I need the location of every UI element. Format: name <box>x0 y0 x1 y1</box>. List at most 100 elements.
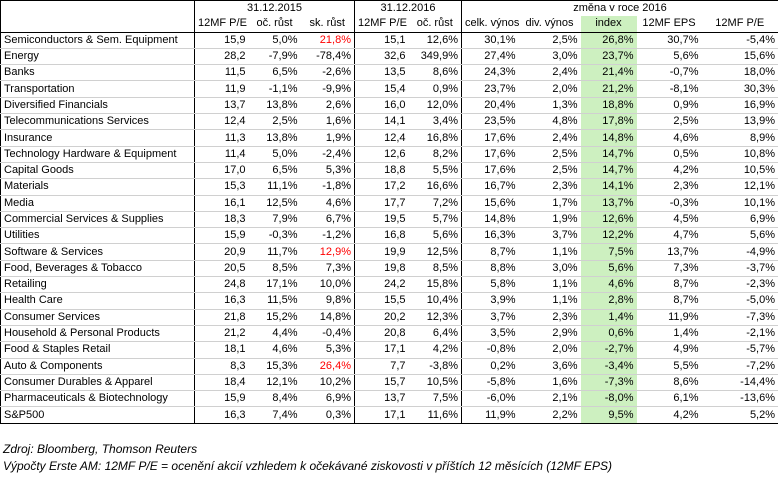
value-cell: 18,8 <box>354 162 409 180</box>
value-cell: 30,3% <box>701 80 778 98</box>
total-row: S&P500 16,3 7,4% 0,3% 17,1 11,6% 11,9% 2,2% 9,5%… <box>0 406 778 424</box>
value-cell: -1,1% <box>248 80 301 98</box>
sector-name: Consumer Durables & Apparel <box>0 374 195 392</box>
group-header-row: 31.12.2015 31.12.2016 změna v roce 2016 <box>0 0 778 17</box>
value-cell: 3,5% <box>461 325 519 343</box>
value-cell: 19,5 <box>354 211 409 229</box>
column-header: 12MF P/E <box>354 16 409 33</box>
value-cell: 0,3% <box>300 406 355 424</box>
value-cell: 24,3% <box>461 64 519 82</box>
corner-cell <box>0 16 195 33</box>
value-cell: 11,9% <box>636 309 702 326</box>
value-cell: 15,3% <box>248 358 301 375</box>
value-cell: 17,0 <box>194 162 249 180</box>
value-cell: 18,1 <box>194 341 249 359</box>
value-cell: 15,6% <box>701 48 778 66</box>
value-cell: 15,5 <box>354 292 409 310</box>
value-cell: 32,6 <box>354 48 409 66</box>
value-cell: -5,7% <box>701 341 778 359</box>
value-cell: -8,0% <box>580 390 637 408</box>
source-note: Zdroj: Bloomberg, Thomson Reuters <box>3 442 198 456</box>
value-cell: 15,7 <box>354 374 409 392</box>
table-row: Insurance 11,3 13,8% 1,9% 12,4 16,8% 17,6% 2,4%… <box>0 129 778 147</box>
sector-name: Insurance <box>0 129 195 147</box>
value-cell: 7,4% <box>248 406 301 424</box>
value-cell: 17,8% <box>580 113 637 131</box>
value-cell: 4,6% <box>248 341 301 359</box>
value-cell: 2,4% <box>518 129 581 147</box>
value-cell: 20,4% <box>461 97 519 115</box>
value-cell: 14,8% <box>461 211 519 229</box>
value-cell: 14,7% <box>580 162 637 180</box>
table-row: Banks 11,5 6,5% -2,6% 13,5 8,6% 24,3% 2,4% 21,4%… <box>0 64 778 82</box>
value-cell: 14,8% <box>580 129 637 147</box>
value-cell: 4,6% <box>580 276 637 294</box>
sector-name: Banks <box>0 64 195 82</box>
value-cell: 0,9% <box>636 97 702 115</box>
group-header-change: změna v roce 2016 <box>461 0 778 17</box>
value-cell: 12,0% <box>408 97 462 115</box>
value-cell: 11,3 <box>194 129 249 147</box>
value-cell: 6,5% <box>248 64 301 82</box>
value-cell: 12,9% <box>300 243 355 261</box>
sector-name: S&P500 <box>0 406 195 424</box>
value-cell: 16,3 <box>194 292 249 310</box>
value-cell: 20,8 <box>354 325 409 343</box>
value-cell: 4,7% <box>636 227 702 245</box>
value-cell: 1,1% <box>518 243 581 261</box>
sector-name: Energy <box>0 48 195 66</box>
value-cell: 8,9% <box>701 129 778 147</box>
value-cell: 7,3% <box>636 260 702 278</box>
value-cell: -1,2% <box>300 227 355 245</box>
value-cell: 4,2% <box>636 406 702 424</box>
value-cell: 2,5% <box>518 146 581 163</box>
value-cell: 5,7% <box>408 211 462 229</box>
value-cell: 14,8% <box>300 309 355 326</box>
value-cell: 13,7% <box>580 195 637 212</box>
value-cell: 14,1 <box>354 113 409 131</box>
value-cell: 12,6 <box>354 146 409 163</box>
value-cell: 0,6% <box>580 325 637 343</box>
value-cell: 2,6% <box>300 97 355 115</box>
sector-name: Food, Beverages & Tobacco <box>0 260 195 278</box>
value-cell: 2,9% <box>518 325 581 343</box>
value-cell: 11,9 <box>194 80 249 98</box>
value-cell: -0,8% <box>461 341 519 359</box>
value-cell: 10,2% <box>300 374 355 392</box>
sector-name: Technology Hardware & Equipment <box>0 146 195 163</box>
table-row: Consumer Services 21,8 15,2% 14,8% 20,2 12,3%… <box>0 309 778 326</box>
value-cell: 11,5% <box>248 292 301 310</box>
value-cell: 6,4% <box>408 325 462 343</box>
value-cell: 1,9% <box>300 129 355 147</box>
value-cell: 14,7% <box>580 146 637 163</box>
value-cell: -7,2% <box>701 358 778 375</box>
value-cell: 21,8 <box>194 309 249 326</box>
sector-name: Utilities <box>0 227 195 245</box>
value-cell: 18,0% <box>701 64 778 82</box>
column-header: 12MF P/E <box>701 16 778 33</box>
sector-name: Software & Services <box>0 243 195 261</box>
value-cell: 16,7% <box>461 178 519 196</box>
value-cell: -8,1% <box>636 80 702 98</box>
sector-name: Household & Personal Products <box>0 325 195 343</box>
value-cell: 8,6% <box>408 64 462 82</box>
sector-name: Pharmaceuticals & Biotechnology <box>0 390 195 408</box>
sector-name: Diversified Financials <box>0 97 195 115</box>
value-cell: 27,4% <box>461 48 519 66</box>
column-header: 12MF EPS <box>636 16 702 33</box>
value-cell: 1,3% <box>518 97 581 115</box>
value-cell: 24,8 <box>194 276 249 294</box>
value-cell: 3,0% <box>518 48 581 66</box>
value-cell: 19,8 <box>354 260 409 278</box>
value-cell: 16,0 <box>354 97 409 115</box>
value-cell: 4,2% <box>636 162 702 180</box>
value-cell: 8,4% <box>248 390 301 408</box>
value-cell: 8,7% <box>636 292 702 310</box>
value-cell: 2,3% <box>518 309 581 326</box>
value-cell: 10,1% <box>701 195 778 212</box>
value-cell: 12,6% <box>408 32 462 49</box>
value-cell: 20,9 <box>194 243 249 261</box>
table-row: Technology Hardware & Equipment 11,4 5,0% -… <box>0 146 778 163</box>
value-cell: 7,5% <box>408 390 462 408</box>
value-cell: 13,7 <box>354 390 409 408</box>
